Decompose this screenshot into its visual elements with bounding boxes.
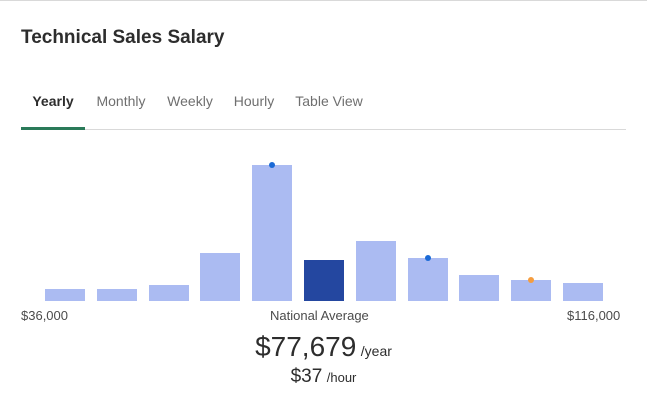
tab-hourly[interactable]: Hourly <box>233 93 275 109</box>
salary-distribution-chart <box>21 150 626 301</box>
yearly-unit: /year <box>360 343 392 359</box>
axis-max-label: $116,000 <box>567 308 621 323</box>
bar-marker-dot <box>269 162 275 168</box>
histogram-bar <box>97 289 137 301</box>
tab-yearly[interactable]: Yearly <box>32 93 74 109</box>
bar-marker-dot <box>528 277 534 283</box>
tabs-divider <box>21 129 626 130</box>
histogram-bar <box>304 260 344 301</box>
tab-table-view[interactable]: Table View <box>295 93 363 109</box>
top-divider <box>0 0 647 1</box>
yearly-salary: $77,679 /year <box>0 331 647 363</box>
hourly-amount: $37 <box>290 366 323 387</box>
active-tab-indicator <box>21 127 85 130</box>
histogram-bar <box>356 241 396 301</box>
period-tabs: Yearly Monthly Weekly Hourly Table View <box>21 84 626 130</box>
histogram-bar <box>408 258 448 301</box>
hourly-unit: /hour <box>326 370 357 385</box>
axis-mid-label: National Average <box>270 308 369 323</box>
histogram-bar <box>149 285 189 301</box>
tab-weekly[interactable]: Weekly <box>167 93 213 109</box>
page-title: Technical Sales Salary <box>21 27 225 48</box>
yearly-amount: $77,679 <box>255 331 357 362</box>
histogram-bar <box>200 253 240 301</box>
bar-marker-dot <box>425 255 431 261</box>
axis-min-label: $36,000 <box>21 308 68 323</box>
tab-monthly[interactable]: Monthly <box>96 93 146 109</box>
histogram-bar <box>563 283 603 301</box>
histogram-bar <box>511 280 551 301</box>
histogram-bar <box>252 165 292 301</box>
histogram-bar <box>459 275 499 301</box>
histogram-bar <box>45 289 85 301</box>
hourly-salary: $37 /hour <box>0 366 647 388</box>
